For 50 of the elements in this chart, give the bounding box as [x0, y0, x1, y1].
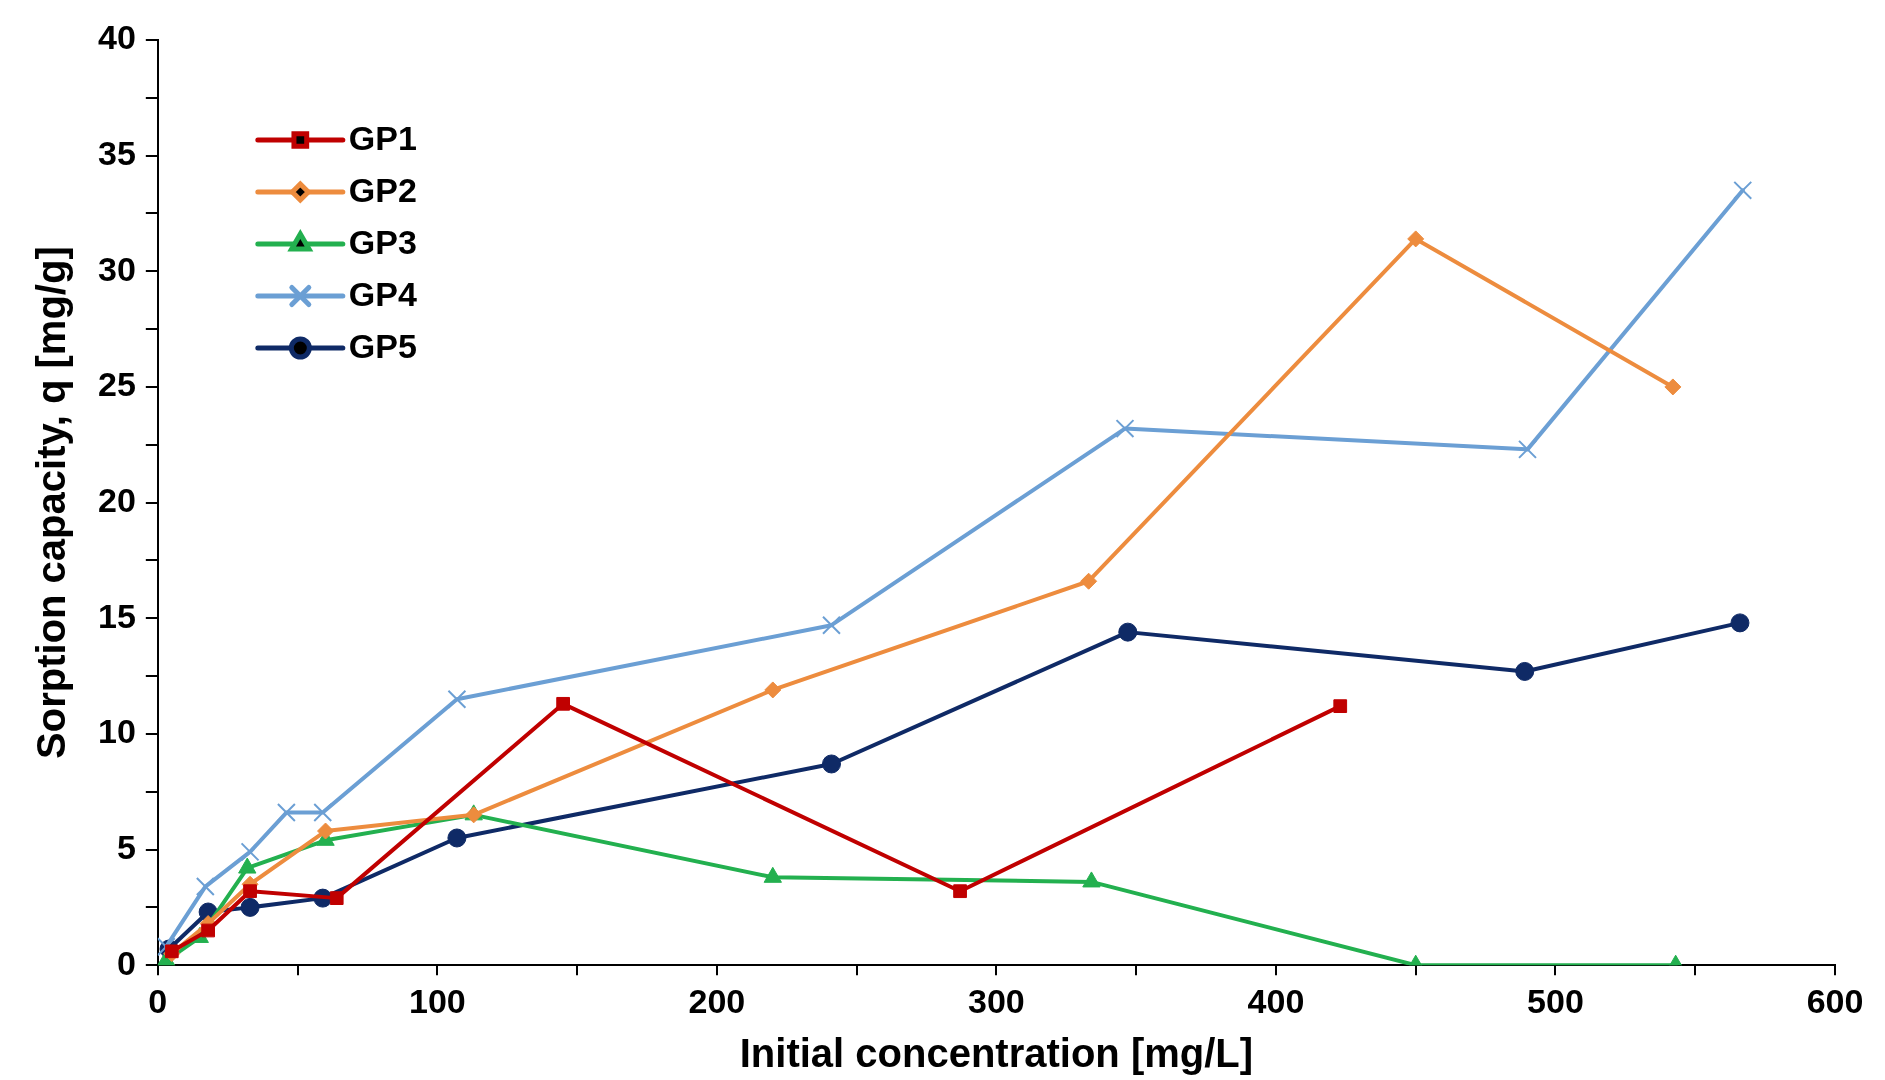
legend-label: GP1 [348, 119, 417, 158]
y-tick-label: 5 [116, 827, 136, 866]
x-tick-label: 0 [148, 981, 168, 1020]
y-tick-label: 25 [97, 365, 136, 404]
x-tick-label: 100 [408, 981, 466, 1020]
point [821, 754, 841, 774]
point [1080, 572, 1098, 590]
point [1730, 613, 1750, 633]
point [1333, 699, 1348, 714]
legend-label: GP4 [348, 275, 417, 314]
x-tick-label: 400 [1247, 981, 1305, 1020]
point [317, 822, 335, 840]
y-tick-label: 0 [116, 943, 136, 982]
y-tick-label: 10 [97, 712, 136, 751]
point [1118, 622, 1138, 642]
point [556, 696, 570, 711]
point [1515, 661, 1535, 681]
y-tick-label: 40 [97, 18, 136, 57]
y-tick-label: 20 [97, 480, 136, 519]
point [447, 689, 467, 709]
point [447, 828, 467, 848]
point [329, 891, 344, 905]
point [313, 803, 333, 823]
point [164, 944, 179, 959]
point [1664, 378, 1682, 396]
point [1115, 419, 1135, 439]
point [1733, 180, 1753, 200]
y-tick-label: 15 [97, 596, 136, 635]
point [243, 884, 257, 899]
point [240, 842, 260, 862]
legend-label: GP5 [348, 327, 417, 366]
y-tick-label: 35 [97, 134, 136, 173]
x-tick-label: 600 [1806, 981, 1864, 1020]
legend-label: GP2 [348, 171, 417, 210]
point [201, 923, 215, 938]
point [953, 884, 967, 899]
y-tick-label: 30 [97, 249, 136, 288]
y-axis-title: Sorption capacity, q [mg/g] [29, 246, 74, 759]
legend-label: GP3 [348, 223, 417, 262]
x-tick-label: 500 [1527, 981, 1584, 1020]
x-tick-label: 200 [688, 981, 746, 1020]
point [240, 897, 260, 917]
point [276, 803, 296, 823]
point [195, 877, 215, 897]
x-axis-title: Initial concentration [mg/L] [739, 1031, 1254, 1076]
point [822, 615, 841, 635]
point [1407, 230, 1425, 248]
x-tick-label: 300 [968, 981, 1025, 1020]
point [764, 681, 782, 699]
point [1518, 439, 1537, 459]
